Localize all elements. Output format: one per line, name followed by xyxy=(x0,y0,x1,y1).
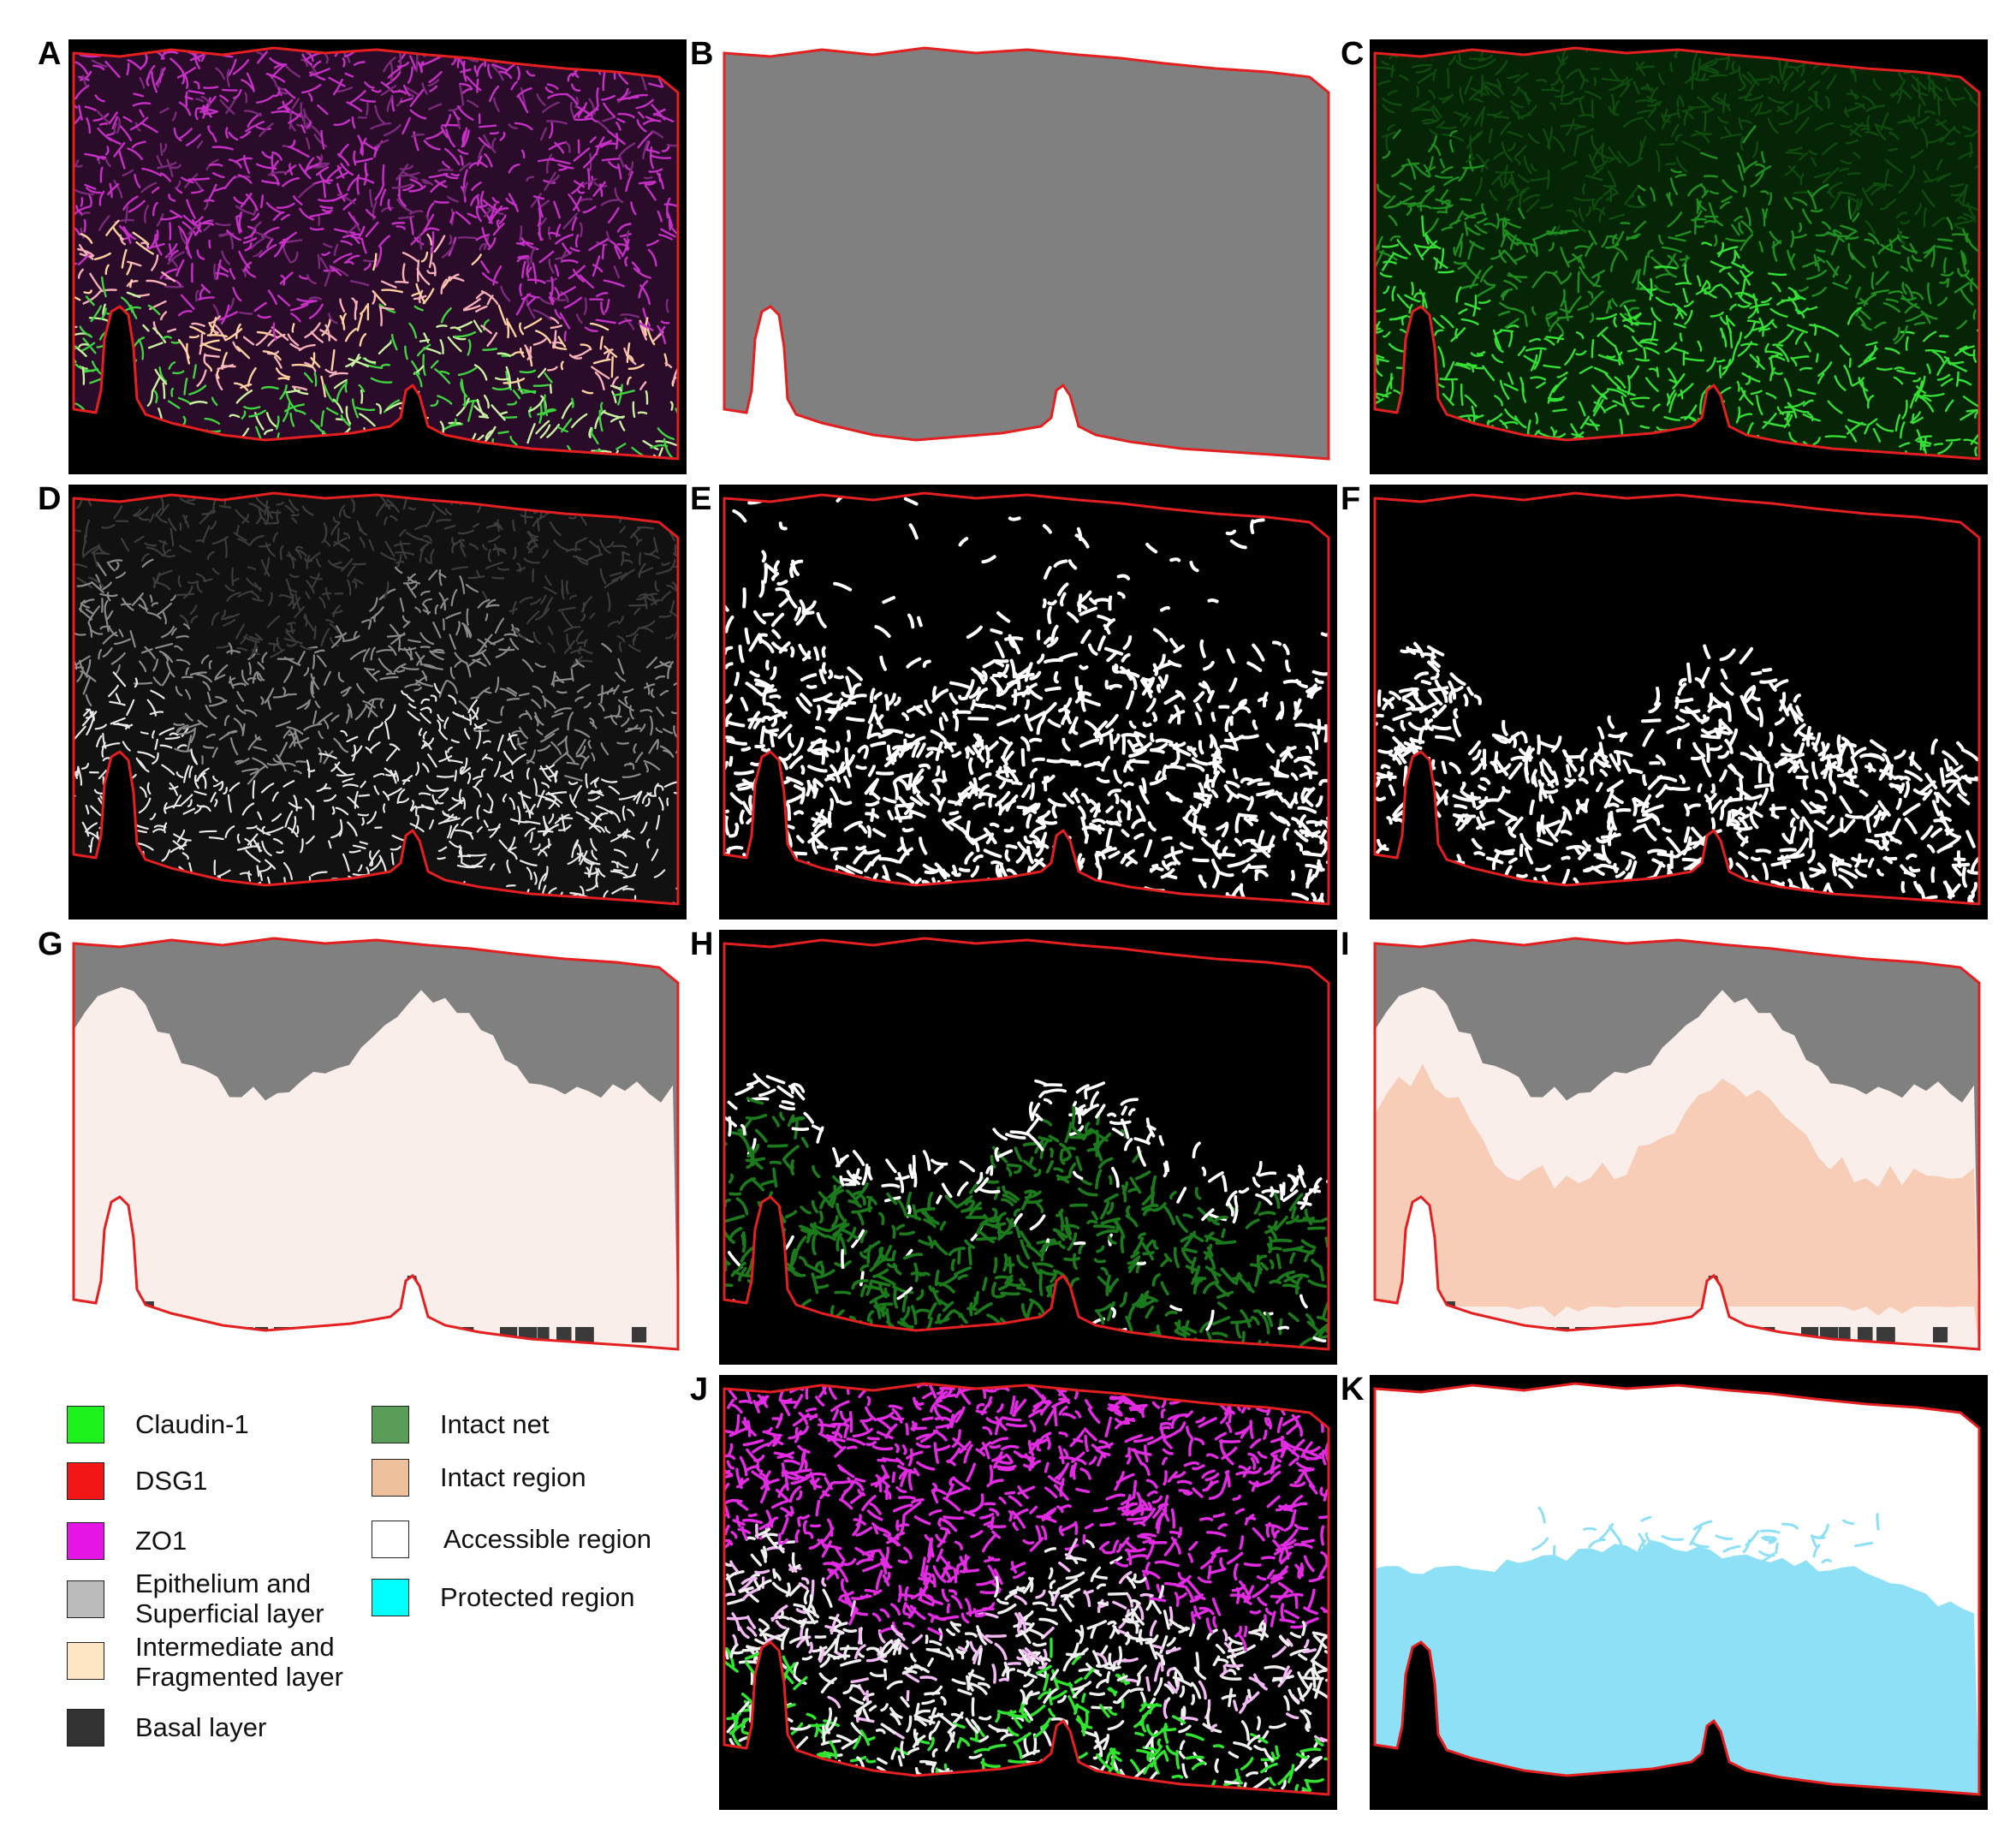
panel-d-grayscale-network xyxy=(68,485,687,920)
panel-letter-b: B xyxy=(690,36,714,72)
panel-letter-g: G xyxy=(38,926,63,962)
legend-label-claudin-1: Claudin-1 xyxy=(135,1409,249,1439)
legend-swatch-dsg1 xyxy=(67,1462,104,1500)
panel-letter-h: H xyxy=(690,926,714,962)
legend-swatch-protected-region xyxy=(372,1579,409,1616)
legend-swatch-epithelium xyxy=(67,1580,104,1618)
panel-b-epithelium-mask xyxy=(719,39,1337,474)
legend-label-epithelium: Epithelium and Superficial layer xyxy=(135,1568,324,1628)
legend-label-accessible-region: Accessible region xyxy=(443,1524,651,1554)
legend-swatch-zo1 xyxy=(67,1522,104,1560)
panel-c-claudin-image xyxy=(1370,39,1988,474)
panel-letter-a: A xyxy=(38,36,62,72)
panel-j-overlay xyxy=(719,1375,1337,1810)
panel-k-accessible-protected xyxy=(1370,1375,1988,1810)
panel-letter-d: D xyxy=(38,481,62,517)
legend-swatch-basal xyxy=(67,1709,104,1747)
panel-letter-e: E xyxy=(690,481,712,517)
legend-swatch-intact-net xyxy=(372,1406,409,1443)
legend-swatch-accessible-region xyxy=(372,1521,409,1558)
legend-label-protected-region: Protected region xyxy=(440,1582,635,1612)
legend-label-basal: Basal layer xyxy=(135,1712,267,1742)
panel-letter-j: J xyxy=(690,1372,709,1408)
legend-label-zo1: ZO1 xyxy=(135,1526,187,1556)
panel-letter-c: C xyxy=(1341,36,1365,72)
legend-label-intermediate: Intermediate and Fragmented layer xyxy=(135,1632,343,1692)
panel-a-composite-image xyxy=(68,39,687,474)
legend-swatch-claudin-1 xyxy=(67,1406,104,1443)
legend-label-intact-region: Intact region xyxy=(440,1462,586,1492)
panel-letter-k: K xyxy=(1341,1372,1365,1408)
panel-e-binary-network xyxy=(719,485,1337,920)
legend-swatch-intact-region xyxy=(372,1459,409,1497)
panel-f-filtered-network xyxy=(1370,485,1988,920)
legend-swatch-intermediate xyxy=(67,1642,104,1680)
legend-label-intact-net: Intact net xyxy=(440,1409,550,1439)
panel-g-layer-map xyxy=(68,930,687,1365)
legend-label-dsg1: DSG1 xyxy=(135,1466,208,1496)
panel-h-intact-net xyxy=(719,930,1337,1365)
panel-letter-f: F xyxy=(1341,481,1361,517)
panel-letter-i: I xyxy=(1341,926,1350,962)
panel-i-intact-region-map xyxy=(1370,930,1988,1365)
